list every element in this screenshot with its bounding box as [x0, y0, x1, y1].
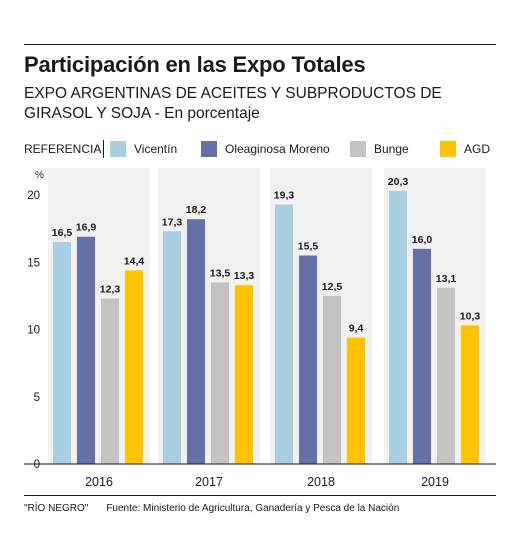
bar-2017-3: [235, 285, 253, 464]
bar-value-label-2017-3: 13,3: [234, 270, 255, 282]
bar-value-label-2019-0: 20,3: [388, 176, 409, 188]
x-tick-2016: 2016: [85, 475, 113, 489]
legend-swatch-vicentin: [110, 141, 126, 157]
bar-2018-0: [275, 204, 293, 465]
bar-2018-1: [299, 255, 317, 464]
bar-value-label-2016-0: 16,5: [52, 227, 73, 239]
y-tick-15: 15: [27, 257, 40, 269]
x-tick-2019: 2019: [421, 475, 449, 489]
bar-value-label-2018-3: 9,4: [349, 323, 364, 335]
bar-value-label-2018-0: 19,3: [274, 189, 295, 201]
bar-2016-1: [77, 236, 95, 464]
y-axis-label: %: [35, 170, 44, 181]
bar-2019-1: [413, 248, 431, 464]
bottom-rule: [24, 495, 496, 496]
legend-swatch-bunge: [350, 141, 366, 157]
bar-2016-0: [53, 242, 71, 464]
y-tick-5: 5: [34, 392, 40, 404]
bar-value-label-2016-1: 16,9: [76, 222, 97, 234]
bar-value-label-2017-0: 17,3: [162, 216, 183, 228]
bar-value-label-2018-1: 15,5: [298, 241, 319, 253]
legend-label-vicentin: Vicentín: [134, 142, 178, 156]
footer: "RÍO NEGRO" Fuente: Ministerio de Agricul…: [24, 503, 399, 514]
bar-2017-0: [163, 231, 181, 464]
y-tick-20: 20: [27, 190, 40, 202]
bar-value-label-2018-2: 12,5: [322, 281, 343, 293]
bar-2019-3: [461, 325, 479, 464]
bar-2016-2: [101, 298, 119, 464]
bar-value-label-2017-2: 13,5: [210, 267, 231, 279]
chart-subtitle: EXPO ARGENTINAS DE ACEITES Y SUBPRODUCTO…: [24, 85, 442, 122]
bar-value-label-2019-1: 16,0: [412, 234, 433, 246]
legend-separator: [103, 140, 104, 158]
bar-2018-2: [323, 295, 341, 464]
legend-label-bunge: Bunge: [374, 142, 409, 156]
footer-source: Fuente: Ministerio de Agricultura, Ganad…: [106, 503, 400, 514]
legend-swatch-agd: [440, 141, 456, 157]
bar-value-label-2016-2: 12,3: [100, 284, 121, 296]
legend-reference-label: REFERENCIA: [24, 142, 102, 156]
y-tick-0: 0: [34, 459, 40, 471]
bar-2018-3: [347, 337, 365, 464]
bar-2019-2: [437, 287, 455, 464]
bar-value-label-2019-2: 13,1: [436, 273, 457, 285]
bar-2016-3: [125, 270, 143, 464]
bar-value-label-2019-3: 10,3: [460, 310, 481, 322]
legend-label-oleaginosa-moreno: Oleaginosa Moreno: [225, 142, 330, 156]
bar-value-label-2016-3: 14,4: [124, 255, 145, 267]
top-rule: [24, 44, 496, 45]
legend-swatch-oleaginosa-moreno: [201, 141, 217, 157]
y-tick-10: 10: [27, 325, 40, 337]
legend-label-agd: AGD: [464, 142, 491, 156]
bar-2017-1: [187, 219, 205, 464]
x-tick-2018: 2018: [307, 475, 335, 489]
bar-2019-0: [389, 190, 407, 464]
x-tick-2017: 2017: [195, 475, 223, 489]
chart-title: Participación en las Expo Totales: [24, 52, 366, 77]
bar-2017-2: [211, 282, 229, 464]
bar-value-label-2017-1: 18,2: [186, 204, 207, 216]
footer-credit: "RÍO NEGRO": [24, 503, 89, 514]
